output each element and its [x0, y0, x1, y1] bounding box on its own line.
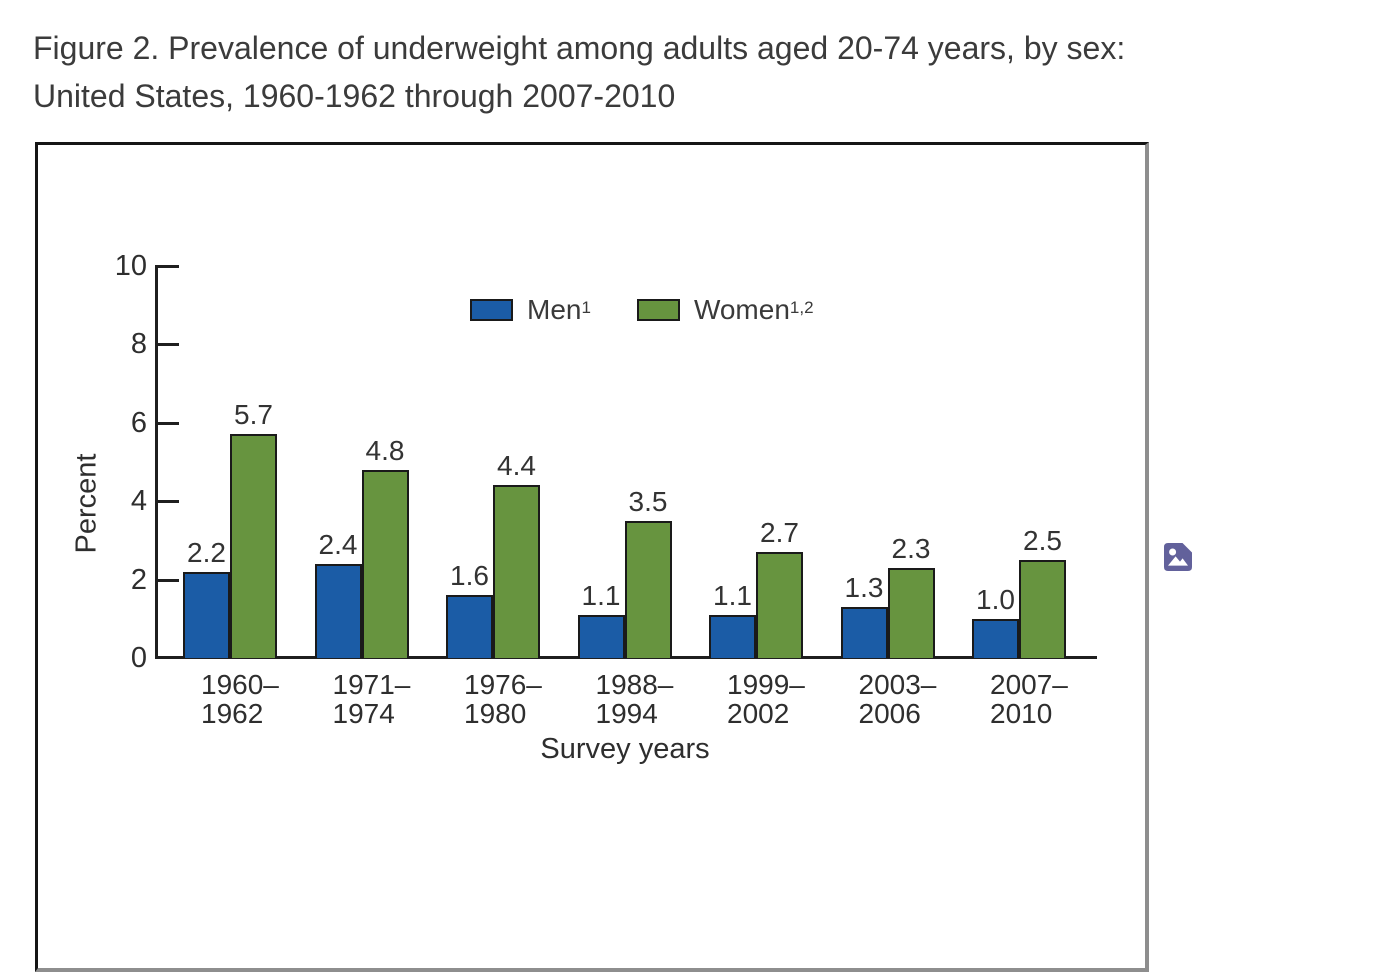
y-tick-mark-8 [155, 343, 179, 346]
x-tick-label-1960–1962: 1960– 1962 [201, 669, 279, 729]
bar-women-2003–2006 [887, 567, 935, 658]
y-tick-mark-4 [155, 500, 179, 503]
bar-women-1976–1980 [493, 485, 540, 658]
x-axis-title: Survey years [540, 733, 710, 765]
figure-title: Figure 2. Prevalence of underweight amon… [33, 24, 1378, 120]
value-label-women-1971–1974: 4.8 [365, 434, 405, 466]
y-tick-label-8: 8 [130, 328, 147, 360]
image-placeholder-icon[interactable] [1163, 542, 1193, 572]
figure-frame: Percent 0 2 4 6 8 10 Men1 Women1,2 2.2 5.7 2.4 4.… [35, 142, 1149, 972]
bar-women-1988–1994 [624, 520, 672, 658]
chart-legend: Men1 Women1,2 [470, 294, 814, 326]
y-tick-mark-2 [155, 578, 179, 582]
y-tick-mark-6 [155, 421, 179, 425]
x-tick-label-2003–2006: 2003– 2006 [858, 669, 937, 729]
bar-men-2003–2006 [840, 606, 888, 658]
x-tick-label-1971–1974: 1971– 1974 [332, 669, 411, 729]
y-tick-label-0: 0 [130, 642, 147, 674]
value-label-women-2007–2010: 2.5 [1023, 524, 1062, 556]
bar-men-1971–1974 [314, 563, 362, 658]
figure-title-line1: Figure 2. Prevalence of underweight amon… [33, 30, 1126, 66]
x-tick-label-1999–2002: 1999– 2002 [727, 669, 805, 729]
value-label-men-1976–1980: 1.6 [450, 560, 489, 592]
x-tick-label-2007–2010: 2007– 2010 [990, 669, 1068, 729]
y-tick-label-4: 4 [130, 485, 147, 517]
value-label-women-1999–2002: 2.7 [760, 517, 799, 549]
bar-chart: Percent 0 2 4 6 8 10 Men1 Women1,2 2.2 5.7 2.4 4.… [35, 142, 1149, 972]
bar-men-2007–2010 [972, 618, 1019, 658]
y-tick-label-6: 6 [130, 406, 147, 439]
bar-men-1976–1980 [446, 595, 493, 658]
legend-label-women: Women1,2 [693, 294, 814, 325]
value-label-men-1971–1974: 2.4 [318, 528, 358, 560]
value-label-women-1976–1980: 4.4 [497, 450, 536, 482]
y-tick-label-2: 2 [130, 563, 147, 596]
x-tick-label-1976–1980: 1976– 1980 [464, 669, 542, 729]
bar-women-1971–1974 [361, 469, 409, 658]
legend-label-men: Men1 [527, 294, 591, 325]
bar-women-1960–1962 [230, 434, 277, 658]
value-label-men-1999–2002: 1.1 [713, 579, 752, 611]
y-axis-line [155, 265, 158, 659]
x-tick-label-1988–1994: 1988– 1994 [595, 669, 674, 729]
bar-women-1999–2002 [756, 552, 803, 658]
value-label-women-2003–2006: 2.3 [891, 532, 931, 564]
value-label-men-2003–2006: 1.3 [844, 571, 884, 603]
y-tick-mark-10 [155, 264, 179, 268]
legend-swatch-women [636, 299, 680, 321]
legend-swatch-men [470, 299, 513, 321]
legend-item-men: Men1 [470, 294, 591, 326]
bar-men-1960–1962 [183, 571, 230, 658]
value-label-women-1988–1994: 3.5 [628, 485, 668, 517]
bar-women-2007–2010 [1019, 559, 1066, 658]
bar-men-1999–2002 [709, 614, 756, 658]
value-label-men-1988–1994: 1.1 [581, 579, 621, 611]
legend-item-women: Women1,2 [636, 294, 814, 326]
value-label-women-1960–1962: 5.7 [234, 399, 273, 431]
bar-men-1988–1994 [577, 614, 625, 658]
value-label-men-1960–1962: 2.2 [187, 536, 226, 568]
figure-title-line2: United States, 1960-1962 through 2007-20… [33, 78, 676, 114]
value-label-men-2007–2010: 1.0 [976, 583, 1015, 615]
y-tick-label-10: 10 [114, 249, 147, 282]
